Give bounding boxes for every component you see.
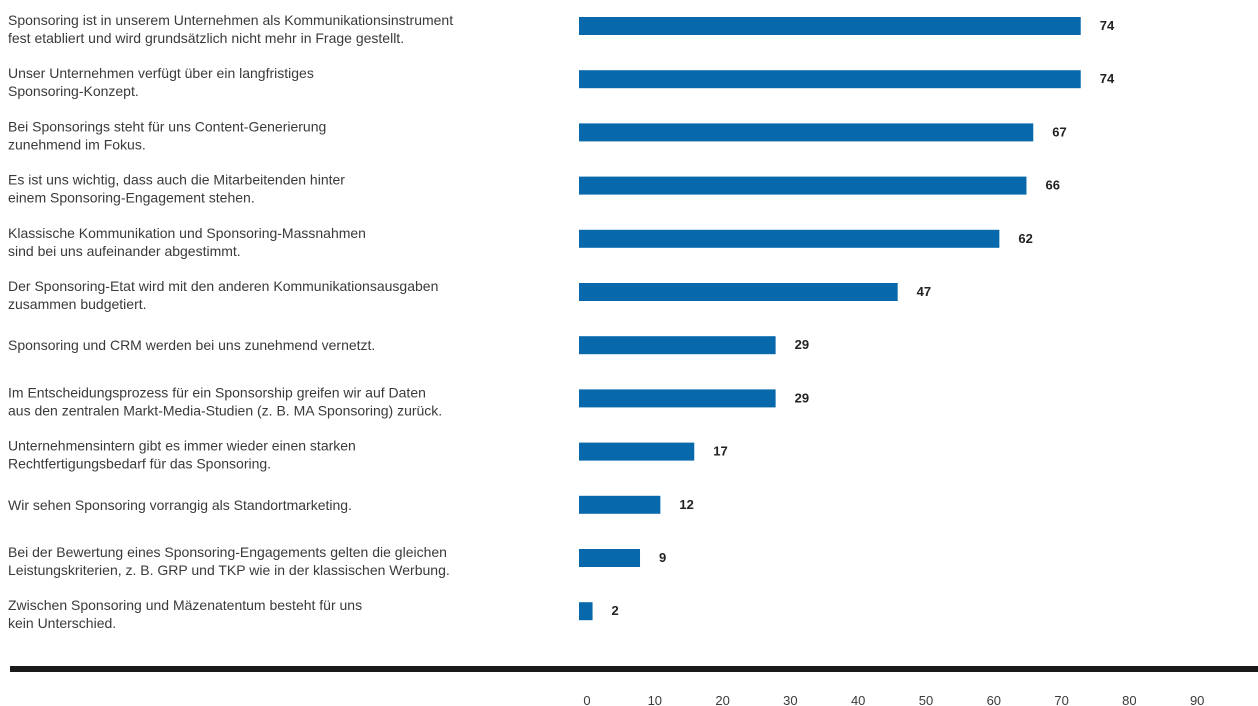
x-tick-label: 80 xyxy=(1122,693,1136,706)
value-label: 47 xyxy=(917,284,931,299)
category-label: Im Entscheidungsprozess für ein Sponsors… xyxy=(8,384,442,418)
bar xyxy=(579,123,1034,142)
x-tick-label: 60 xyxy=(987,693,1001,706)
bar xyxy=(579,176,1027,195)
category-label: Unternehmensintern gibt es immer wieder … xyxy=(8,438,356,472)
category-label: Klassische Kommunikation und Sponsoring-… xyxy=(8,225,366,259)
value-label: 12 xyxy=(679,497,693,512)
x-tick-label: 40 xyxy=(851,693,865,706)
value-labels: 74 74 67 66 62 47 29 29 17 12 9 2 xyxy=(612,18,1115,618)
bars xyxy=(579,17,1081,621)
category-label: Bei Sponsorings steht für uns Content-Ge… xyxy=(8,118,326,152)
x-tick-label: 10 xyxy=(648,693,662,706)
category-label: Es ist uns wichtig, dass auch die Mitarb… xyxy=(8,172,345,206)
bar xyxy=(579,495,661,514)
bar xyxy=(579,17,1081,35)
bar xyxy=(579,283,898,301)
category-label: Bei der Bewertung eines Sponsoring-Engag… xyxy=(8,544,450,578)
bar xyxy=(579,442,695,461)
value-label: 29 xyxy=(795,337,809,352)
value-label: 9 xyxy=(659,550,666,565)
category-labels: Sponsoring ist in unserem Unternehmen al… xyxy=(8,12,453,631)
bar xyxy=(579,336,776,355)
value-label: 62 xyxy=(1018,231,1032,246)
bar xyxy=(579,70,1081,89)
value-label: 29 xyxy=(795,390,809,405)
value-label: 2 xyxy=(612,603,619,618)
category-label: Sponsoring ist in unserem Unternehmen al… xyxy=(8,12,453,46)
category-label: Sponsoring und CRM werden bei uns zunehm… xyxy=(8,337,375,353)
bar xyxy=(579,602,593,621)
category-label: Unser Unternehmen verfügt über ein langf… xyxy=(8,65,314,99)
x-tick-label: 70 xyxy=(1054,693,1068,706)
value-label: 74 xyxy=(1100,71,1115,86)
x-axis-ticks: 0 10 20 30 40 50 60 70 80 90 xyxy=(583,693,1204,706)
x-tick-label: 20 xyxy=(715,693,729,706)
category-label: Der Sponsoring-Etat wird mit den anderen… xyxy=(8,278,438,312)
bar xyxy=(579,549,641,567)
x-tick-label: 50 xyxy=(919,693,933,706)
bar xyxy=(579,389,776,408)
x-tick-label: 90 xyxy=(1190,693,1204,706)
value-label: 66 xyxy=(1045,178,1059,193)
category-label: Wir sehen Sponsoring vorrangig als Stand… xyxy=(8,497,352,513)
bar xyxy=(579,229,1000,248)
value-label: 74 xyxy=(1100,18,1115,33)
x-tick-label: 0 xyxy=(583,693,590,706)
x-tick-label: 30 xyxy=(783,693,797,706)
value-label: 17 xyxy=(713,444,727,459)
category-label: Zwischen Sponsoring und Mäzenatentum bes… xyxy=(8,597,362,631)
value-label: 67 xyxy=(1052,124,1066,139)
